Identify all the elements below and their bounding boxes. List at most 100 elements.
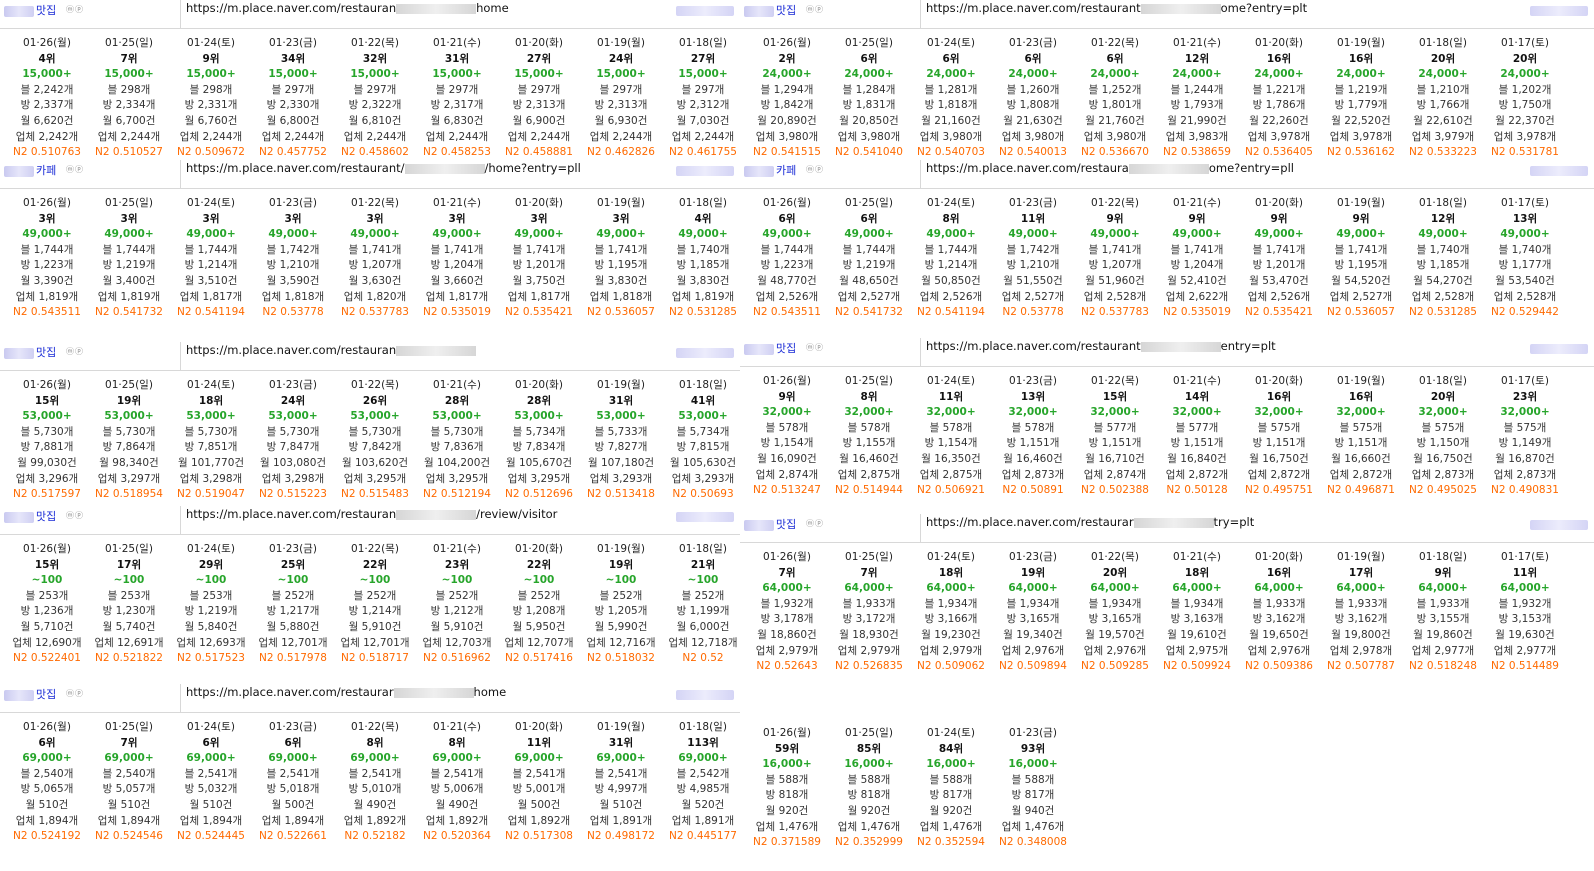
- n2-score: N2 0.516962: [423, 652, 491, 665]
- n2-score: N2 0.458881: [505, 146, 573, 159]
- day-column: 01·20(화) 9위 49,000+ 블 1,741개 방 1,201개 월 53,47…: [1238, 196, 1320, 321]
- category-label[interactable]: 맛집: [36, 688, 57, 701]
- rank-value: 3위: [448, 212, 466, 225]
- rank-value: 9위: [1434, 566, 1452, 579]
- url-bar[interactable]: https://m.place.naver.com/restauran: [180, 342, 740, 370]
- n2-score: N2 0.513247: [753, 484, 821, 497]
- rank-value: 12위: [1184, 52, 1210, 65]
- place-url[interactable]: https://m.place.naver.com/restaurar try=p…: [926, 515, 1254, 529]
- panel-header: 맛집 ⓜⓟ https://m.place.naver.com/restauran /…: [0, 506, 740, 535]
- visitor-count: 방 1,154개: [760, 437, 814, 450]
- blog-count: 블 5,730개: [102, 425, 156, 438]
- blurred-tag: [1530, 344, 1588, 354]
- price-value: 24,000+: [1418, 68, 1468, 81]
- visitor-count: 방 7,881개: [20, 441, 74, 454]
- date-label: 01·18(일): [679, 543, 727, 555]
- rank-value: 3위: [284, 212, 302, 225]
- visitor-count: 방 2,312개: [676, 99, 730, 112]
- map-badge-icon[interactable]: ⓜⓟ: [66, 511, 84, 520]
- monthly-search: 월 3,830건: [594, 274, 648, 287]
- url-prefix: https://m.place.naver.com/restaurant: [926, 1, 1141, 15]
- category-label[interactable]: 카페: [36, 164, 57, 177]
- monthly-search: 월 5,880건: [266, 620, 320, 633]
- day-column: 01·23(금) 3위 49,000+ 블 1,742개 방 1,210개 월 3,590…: [252, 196, 334, 321]
- visitor-count: 방 1,786개: [1252, 99, 1306, 112]
- url-bar[interactable]: https://m.place.naver.com/restaurar try=p…: [920, 514, 1594, 542]
- business-count: 업체 2,526개: [919, 290, 983, 303]
- category-label[interactable]: 맛집: [776, 518, 797, 531]
- url-bar[interactable]: https://m.place.naver.com/restaura ome?en…: [920, 160, 1594, 188]
- blurred-tag: [676, 166, 734, 176]
- place-url[interactable]: https://m.place.naver.com/restaura ome?en…: [926, 161, 1294, 175]
- monthly-search: 월 5,910건: [348, 620, 402, 633]
- url-bar[interactable]: https://m.place.naver.com/restaurant ome?…: [920, 0, 1594, 28]
- category-label[interactable]: 맛집: [36, 346, 57, 359]
- day-column: 01·22(목) 32위 15,000+ 블 297개 방 2,322개 월 6,810건…: [334, 36, 416, 160]
- category-label[interactable]: 카페: [776, 164, 797, 177]
- day-column: 01·25(일) 6위 49,000+ 블 1,744개 방 1,219개 월 48,65…: [828, 196, 910, 321]
- category-label[interactable]: 맛집: [36, 510, 57, 523]
- business-count: 업체 2,872개: [1247, 468, 1311, 481]
- url-bar[interactable]: https://m.place.naver.com/restauran home: [180, 0, 740, 28]
- date-label: 01·22(목): [1091, 37, 1139, 49]
- url-bar[interactable]: https://m.place.naver.com/restaurar home: [180, 684, 740, 712]
- date-label: 01·22(목): [351, 379, 399, 391]
- map-badge-icon[interactable]: ⓜⓟ: [806, 343, 824, 352]
- monthly-search: 월 53,470건: [1249, 274, 1309, 287]
- place-url[interactable]: https://m.place.naver.com/restauran/revi…: [186, 507, 557, 521]
- url-prefix: https://m.place.naver.com/restaurar: [186, 685, 394, 699]
- place-url[interactable]: https://m.place.naver.com/restaurant ome?…: [926, 1, 1307, 15]
- map-badge-icon[interactable]: ⓜⓟ: [66, 5, 84, 14]
- url-prefix: https://m.place.naver.com/restaura: [926, 161, 1129, 175]
- panel-header: 카페 ⓜⓟ https://m.place.naver.com/restaura om…: [740, 160, 1594, 189]
- day-column: 01·21(수) 14위 32,000+ 블 577개 방 1,151개 월 16,840…: [1156, 374, 1238, 499]
- blog-count: 블 253개: [189, 589, 233, 602]
- day-column: 01·23(금) 25위 ~100 블 252개 방 1,217개 월 5,880건 업체 …: [252, 542, 334, 667]
- price-value: 16,000+: [926, 758, 976, 771]
- place-url[interactable]: https://m.place.naver.com/restaurant/ /ho…: [186, 161, 581, 175]
- price-value: 64,000+: [926, 582, 976, 595]
- map-badge-icon[interactable]: ⓜⓟ: [66, 347, 84, 356]
- rank-value: 16위: [1266, 390, 1292, 403]
- price-value: 49,000+: [104, 228, 154, 241]
- map-badge-icon[interactable]: ⓜⓟ: [806, 165, 824, 174]
- place-url[interactable]: https://m.place.naver.com/restaurant entr…: [926, 339, 1276, 353]
- blurred-place-name: [744, 166, 774, 177]
- n2-score: N2 0.535019: [423, 306, 491, 319]
- blog-count: 블 1,741개: [512, 243, 566, 256]
- place-url[interactable]: https://m.place.naver.com/restauran home: [186, 1, 509, 15]
- category-label[interactable]: 맛집: [776, 342, 797, 355]
- place-url[interactable]: https://m.place.naver.com/restauran: [186, 343, 477, 357]
- date-label: 01·23(금): [1009, 37, 1057, 49]
- n2-score: N2 0.490831: [1491, 484, 1559, 497]
- n2-score: N2 0.520364: [423, 830, 491, 843]
- blog-count: 블 577개: [1093, 421, 1137, 434]
- n2-score: N2 0.506921: [917, 484, 985, 497]
- visitor-count: 방 1,195개: [1334, 259, 1388, 272]
- map-badge-icon[interactable]: ⓜⓟ: [66, 165, 84, 174]
- category-label[interactable]: 맛집: [776, 4, 797, 17]
- map-badge-icon[interactable]: ⓜⓟ: [806, 5, 824, 14]
- url-bar[interactable]: https://m.place.naver.com/restaurant entr…: [920, 338, 1594, 366]
- blog-count: 블 2,541개: [184, 767, 238, 780]
- map-badge-icon[interactable]: ⓜⓟ: [66, 689, 84, 698]
- blog-count: 블 1,740개: [1416, 243, 1470, 256]
- place-url[interactable]: https://m.place.naver.com/restaurar home: [186, 685, 506, 699]
- url-bar[interactable]: https://m.place.naver.com/restaurant/ /ho…: [180, 160, 740, 188]
- n2-score: N2 0.52182: [344, 830, 406, 843]
- business-count: 업체 2,976개: [1083, 644, 1147, 657]
- n2-score: N2 0.517597: [13, 488, 81, 501]
- category-label[interactable]: 맛집: [36, 4, 57, 17]
- blog-count: 블 2,541개: [430, 767, 484, 780]
- business-count: 업체 1,820개: [343, 290, 407, 303]
- business-count: 업체 3,298개: [179, 472, 243, 485]
- day-column: 01·26(월) 3위 49,000+ 블 1,744개 방 1,223개 월 3,390…: [6, 196, 88, 321]
- price-value: ~100: [441, 574, 473, 587]
- map-badge-icon[interactable]: ⓜⓟ: [806, 519, 824, 528]
- url-bar[interactable]: https://m.place.naver.com/restauran/revi…: [180, 506, 740, 534]
- business-count: 업체 2,874개: [755, 468, 819, 481]
- date-label: 01·24(토): [187, 379, 235, 391]
- business-count: 업체 2,526개: [1247, 290, 1311, 303]
- monthly-search: 월 20,890건: [757, 114, 817, 127]
- rank-value: 9위: [1270, 212, 1288, 225]
